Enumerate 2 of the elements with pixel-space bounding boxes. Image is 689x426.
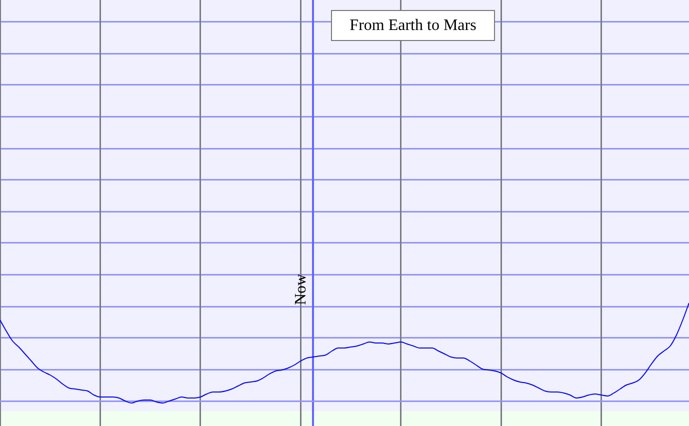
annotation: Now (292, 273, 310, 306)
chart-title: From Earth to Mars (331, 10, 495, 41)
